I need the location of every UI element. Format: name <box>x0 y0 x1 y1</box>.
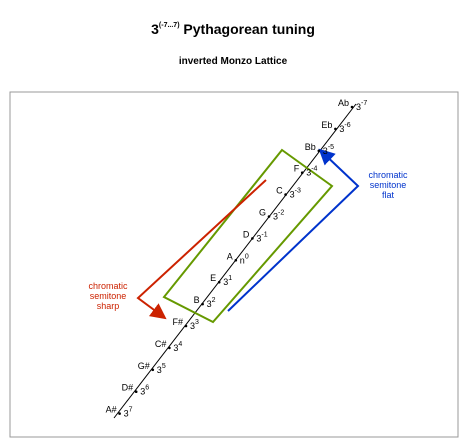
power-base: 3 <box>207 299 212 309</box>
node-note: C# <box>155 339 167 349</box>
node-dot <box>201 302 204 306</box>
power-base: 3 <box>190 321 195 331</box>
power-exponent: 6 <box>145 385 149 392</box>
node-power: 35 <box>157 363 166 375</box>
subtitle: inverted Monzo Lattice <box>179 56 288 67</box>
power-exponent: -3 <box>295 188 301 195</box>
power-exponent: 2 <box>212 297 216 304</box>
power-exponent: -2 <box>278 210 284 217</box>
sharp-label: chromatic <box>88 281 128 291</box>
node-note: D# <box>122 383 134 393</box>
node-dot <box>134 390 138 394</box>
node-power: 3-2 <box>273 210 284 222</box>
power-exponent: -6 <box>344 122 350 129</box>
power-base: 3 <box>323 146 328 156</box>
node-dot <box>267 215 271 218</box>
title-base: 3 <box>151 21 159 37</box>
node-power: 3-7 <box>356 100 367 112</box>
node-dot <box>251 237 254 240</box>
flat-label: flat <box>382 190 395 200</box>
power-exponent: 3 <box>195 319 199 326</box>
sharp-arrow <box>136 179 267 320</box>
power-exponent: -4 <box>311 166 317 173</box>
power-base: n <box>240 255 245 265</box>
node-note: B <box>194 295 200 305</box>
power-exponent: -1 <box>261 231 267 238</box>
power-exponent: -5 <box>328 144 334 151</box>
node-power: 32 <box>207 297 216 309</box>
node-note: D <box>243 229 250 239</box>
node-note: A <box>227 251 233 261</box>
power-exponent: 7 <box>129 407 133 414</box>
power-exponent: 4 <box>178 341 182 348</box>
node-note: F# <box>172 317 183 327</box>
title-rest: Pythagorean tuning <box>180 21 315 37</box>
node-note: E <box>210 273 216 283</box>
nodes: Ab 3-7Eb 3-6Bb 3-5F 3-4C 3-3G 3-2D 3-1A n0E 31B 32… <box>106 98 368 419</box>
node-note: A# <box>106 405 117 415</box>
sharp-label: sharp <box>97 301 120 311</box>
node-note: C <box>276 186 283 196</box>
node-dot <box>300 171 304 174</box>
power-base: 3 <box>140 387 145 397</box>
node-dot <box>184 324 188 328</box>
power-exponent: 0 <box>245 253 249 260</box>
power-exponent: -7 <box>361 100 367 107</box>
node-power: 36 <box>140 385 149 397</box>
node-dot <box>334 127 337 131</box>
node-dot <box>217 280 221 284</box>
frame <box>9 91 459 438</box>
title: 3(-7...7) Pythagorean tuning <box>151 21 315 37</box>
node-dot <box>350 105 354 109</box>
node-power: n0 <box>240 253 249 265</box>
title-exponent: (-7...7) <box>159 22 180 29</box>
node-power: 34 <box>173 341 182 353</box>
node-dot <box>284 193 287 196</box>
power-base: 3 <box>290 190 295 200</box>
node-dot <box>118 412 121 415</box>
power-exponent: 1 <box>228 275 232 282</box>
node-power: 3-6 <box>339 122 350 134</box>
node-note: G <box>259 208 266 218</box>
node-power: 3-1 <box>256 231 267 243</box>
node-note: Ab <box>338 98 349 108</box>
node-note: G# <box>138 361 150 371</box>
node-dot <box>151 368 155 372</box>
sharp-label: semitone <box>90 291 127 301</box>
flat-label: semitone <box>370 180 407 190</box>
power-base: 3 <box>256 233 261 243</box>
node-dot <box>234 259 238 262</box>
flat-label: chromatic <box>368 170 408 180</box>
node-power: 3-4 <box>306 166 317 178</box>
power-exponent: 5 <box>162 363 166 370</box>
flat-arrow <box>227 148 360 312</box>
node-dot <box>317 149 321 153</box>
node-power: 33 <box>190 319 199 331</box>
power-base: 3 <box>306 168 311 178</box>
node-power: 3-5 <box>323 144 334 156</box>
node-note: Eb <box>321 120 332 130</box>
node-note: Bb <box>305 142 316 152</box>
node-dot <box>168 346 171 350</box>
node-power: 37 <box>124 407 133 419</box>
node-power: 3-3 <box>290 188 301 200</box>
annotations: chromaticsemitoneflatchromaticsemitonesh… <box>88 170 408 311</box>
node-note: F <box>294 164 300 174</box>
power-base: 3 <box>157 365 162 375</box>
power-base: 3 <box>124 409 129 419</box>
power-base: 3 <box>173 343 178 353</box>
power-base: 3 <box>339 124 344 134</box>
green-box <box>162 148 334 324</box>
power-base: 3 <box>356 102 361 112</box>
power-base: 3 <box>223 277 228 287</box>
power-base: 3 <box>273 212 278 222</box>
node-power: 31 <box>223 275 232 287</box>
